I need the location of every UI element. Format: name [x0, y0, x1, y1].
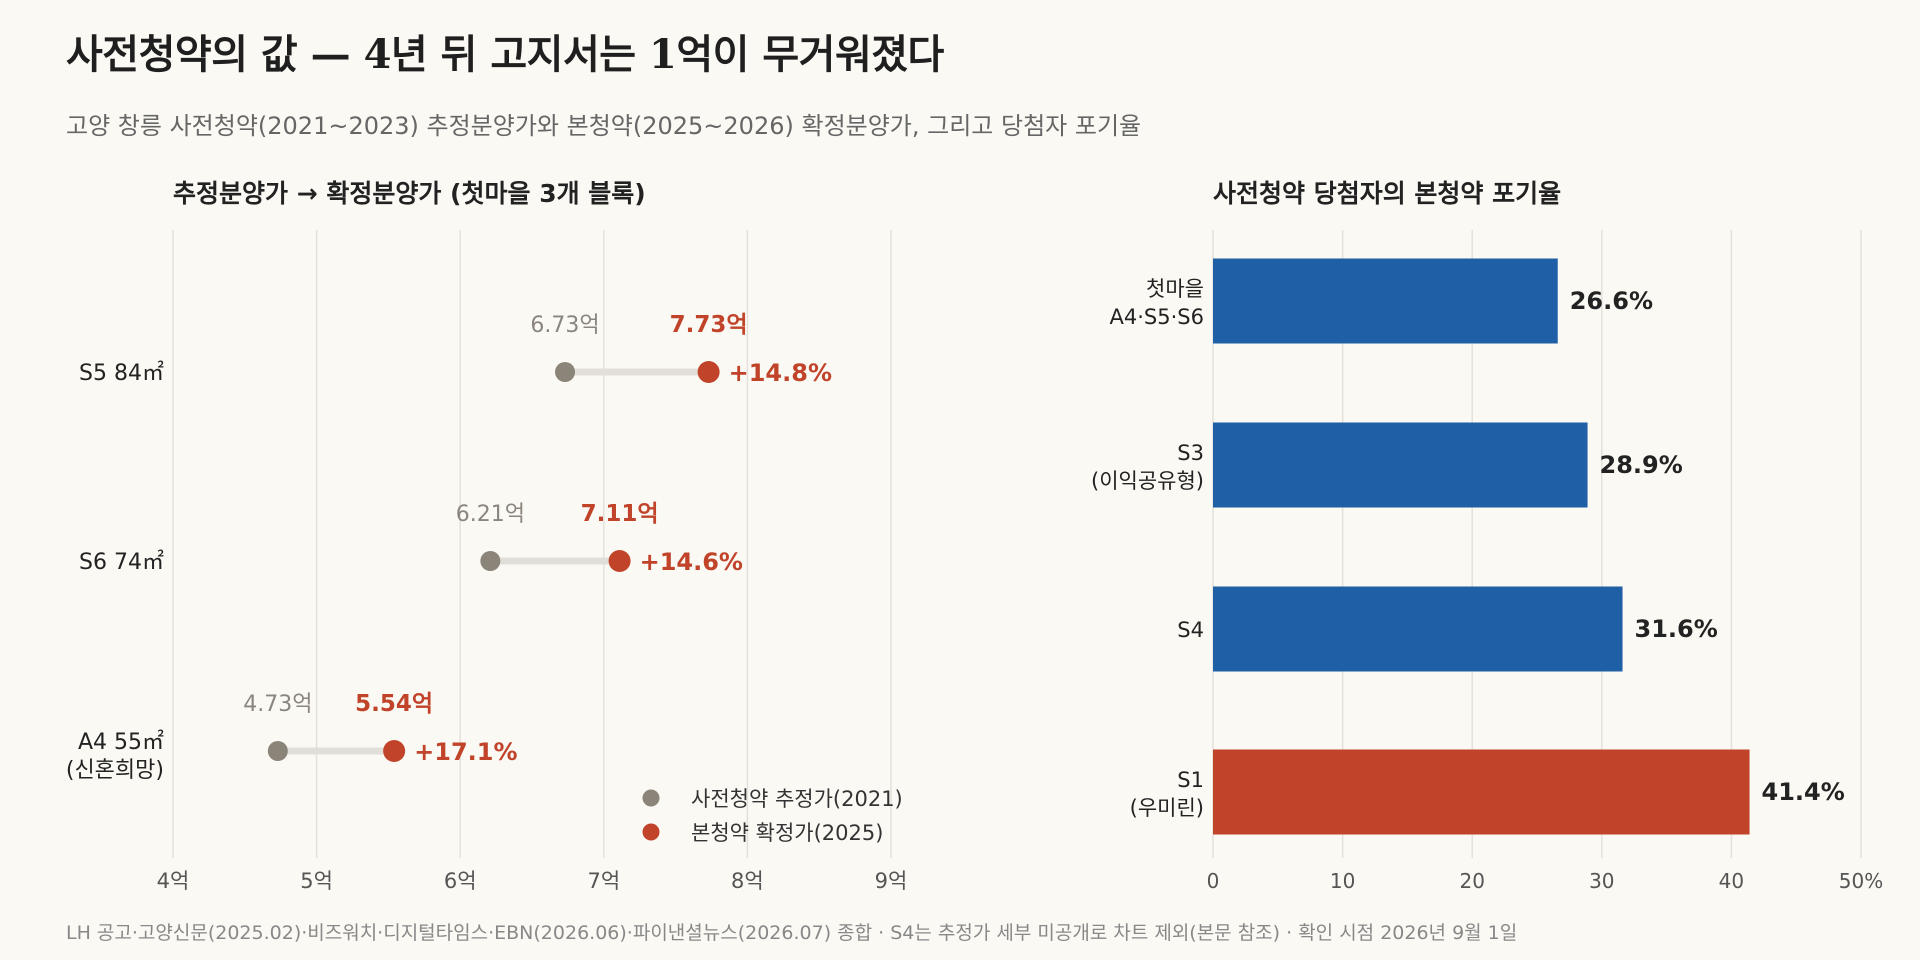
- bar: [1213, 586, 1623, 672]
- category-label: S4: [1177, 618, 1204, 642]
- category-label: A4·S5·S6: [1110, 305, 1204, 329]
- abandon-rate-bar-chart: 0 10 20 30 40 50% 26.6% 첫마을 A4·S5·S6 28.9% S3 (이익공유…: [1091, 230, 1883, 893]
- x-tick-label: 4억: [157, 869, 190, 893]
- dumbbell-chart: 4억 5억 6억 7억 8억 9억 6.73억 7.73억 +14.8% S5 84㎡ 6.21억 7…: [66, 230, 908, 893]
- final-point: [697, 361, 720, 383]
- row-label: S5 84㎡: [79, 360, 164, 386]
- bar: [1213, 422, 1588, 508]
- estimate-value-label: 6.73억: [530, 313, 599, 338]
- legend-label: 사전청약 추정가(2021): [691, 787, 903, 811]
- x-tick-label: 30: [1589, 869, 1614, 893]
- bar-chart-title: 사전청약 당첨자의 본청약 포기율: [1213, 179, 1562, 208]
- legend-estimate-swatch: [642, 789, 660, 807]
- x-tick-label: 10: [1330, 869, 1355, 893]
- x-tick-label: 6억: [444, 869, 477, 893]
- bar: [1213, 258, 1558, 344]
- estimate-value-label: 6.21억: [456, 502, 525, 527]
- bar-value-label: 41.4%: [1762, 778, 1845, 806]
- x-tick-label: 8억: [731, 869, 764, 893]
- bar: [1213, 749, 1750, 835]
- final-value-label: 5.54억: [355, 691, 433, 717]
- change-percent-label: +14.8%: [729, 359, 832, 387]
- final-value-label: 7.73억: [670, 312, 748, 338]
- estimate-point: [480, 551, 501, 571]
- final-point: [608, 550, 631, 572]
- category-label: S1: [1177, 768, 1204, 792]
- category-label: 첫마을: [1146, 277, 1204, 301]
- x-tick-label: 9억: [875, 869, 908, 893]
- category-label: (이익공유형): [1091, 469, 1204, 493]
- x-tick-label: 50%: [1839, 869, 1883, 893]
- category-label: S3: [1177, 441, 1204, 465]
- x-tick-label: 20: [1459, 869, 1484, 893]
- x-tick-label: 0: [1207, 869, 1220, 893]
- bar-value-label: 26.6%: [1570, 287, 1653, 315]
- category-label: (우미린): [1130, 796, 1204, 820]
- bar-value-label: 31.6%: [1635, 615, 1718, 643]
- change-percent-label: +14.6%: [640, 548, 743, 576]
- x-tick-label: 5억: [300, 869, 333, 893]
- x-tick-label: 7억: [587, 869, 620, 893]
- final-value-label: 7.11억: [581, 501, 659, 527]
- row-label: S6 74㎡: [79, 549, 164, 575]
- source-note: LH 공고·고양신문(2025.02)·비즈워치·디지털타임스·EBN(2026…: [66, 922, 1518, 944]
- dumbbell-chart-title: 추정분양가 → 확정분양가 (첫마을 3개 블록): [173, 179, 646, 208]
- legend-final-swatch: [642, 823, 660, 841]
- change-percent-label: +17.1%: [414, 738, 517, 766]
- estimate-value-label: 4.73억: [243, 692, 312, 717]
- page-title: 사전청약의 값 — 4년 뒤 고지서는 1억이 무거워졌다: [66, 31, 944, 78]
- row-label: (신혼희망): [66, 758, 164, 783]
- page-subtitle: 고양 창릉 사전청약(2021~2023) 추정분양가와 본청약(2025~20…: [66, 112, 1142, 140]
- legend-label: 본청약 확정가(2025): [691, 821, 883, 845]
- row-label: A4 55㎡: [78, 729, 164, 755]
- final-point: [383, 740, 406, 762]
- estimate-point: [267, 741, 288, 761]
- x-tick-label: 40: [1719, 869, 1744, 893]
- estimate-point: [555, 362, 576, 382]
- bar-value-label: 28.9%: [1600, 451, 1683, 479]
